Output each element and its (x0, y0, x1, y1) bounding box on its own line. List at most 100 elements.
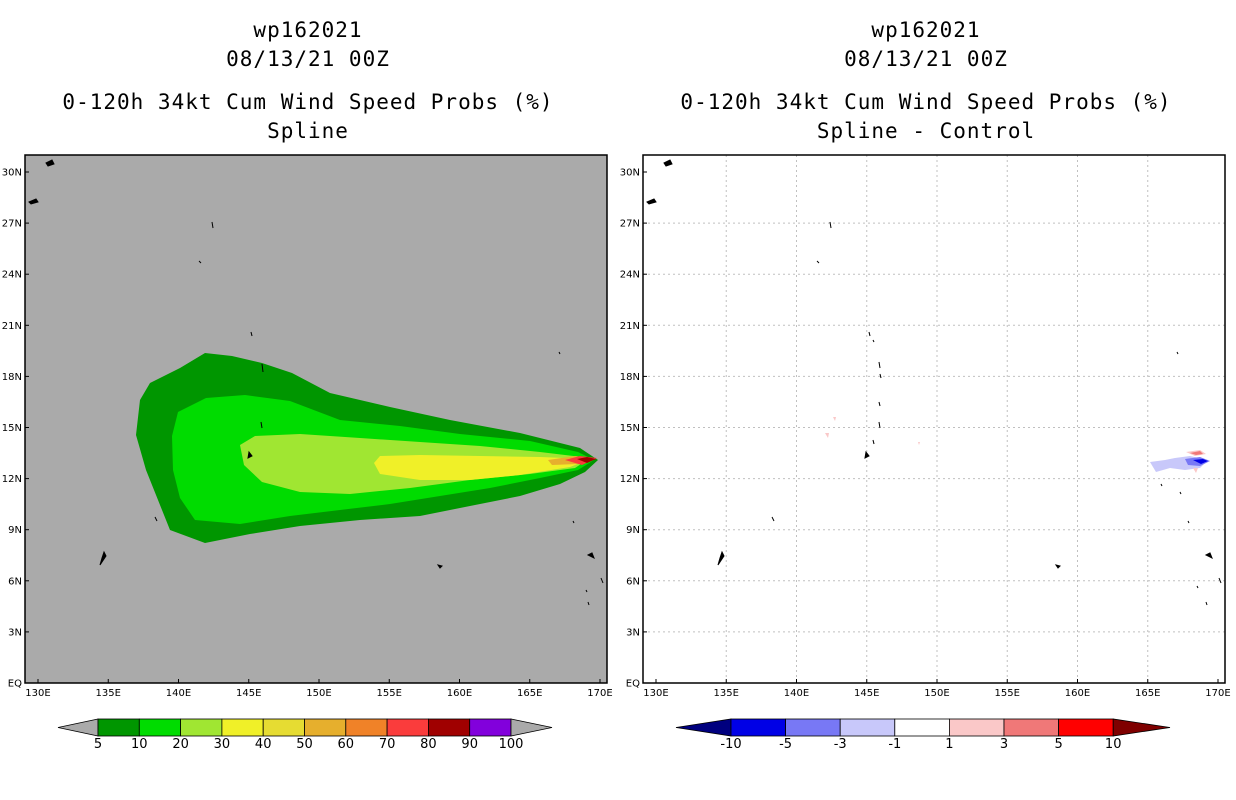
colorbar-swatch (138, 718, 182, 737)
lon-label: 145E (854, 688, 879, 699)
lat-label: EQ (8, 679, 22, 690)
lon-label: 130E (25, 688, 50, 699)
lon-label: 165E (1135, 688, 1160, 699)
lat-label: 30N (2, 168, 22, 179)
lon-label: 145E (236, 688, 261, 699)
colorbar-swatch (97, 718, 140, 737)
lat-label: 18N (620, 372, 640, 383)
lat-label: 21N (620, 321, 640, 332)
colorbar-label: 30 (214, 737, 231, 752)
lat-label: 27N (2, 219, 22, 230)
colorbar-label: 10 (1105, 737, 1122, 752)
colorbar-swatch (469, 718, 512, 737)
colorbar-swatch (730, 718, 786, 737)
right-datetime: 08/13/21 00Z (844, 47, 1008, 71)
colorbar-swatch (262, 718, 305, 737)
lat-label: 18N (2, 372, 22, 383)
diff-patch-blue-dark (1193, 459, 1208, 464)
lat-label: 15N (620, 423, 640, 434)
right-map-background (643, 155, 1225, 683)
lat-label: 21N (2, 321, 22, 332)
lon-label: 135E (96, 688, 121, 699)
diff-patch-pink-3 (918, 442, 920, 445)
right-panel-title: wp162021 08/13/21 00Z 0-120h 34kt Cum Wi… (646, 16, 1206, 146)
diff-patch-pink-1 (825, 433, 829, 438)
colorbar-label: 70 (379, 737, 396, 752)
colorbar-swatch (894, 718, 950, 737)
colorbar-label: -10 (720, 737, 741, 752)
colorbar-label: 90 (461, 737, 478, 752)
colorbar-swatch (304, 718, 347, 737)
colorbar-label: 50 (296, 737, 313, 752)
right-product-name: 0-120h 34kt Cum Wind Speed Probs (%) (680, 90, 1172, 114)
lat-label: 15N (2, 423, 22, 434)
lat-label: 24N (2, 270, 22, 281)
left-map-frame (24, 154, 608, 684)
colorbar-swatch (949, 718, 1005, 737)
left-product-name: 0-120h 34kt Cum Wind Speed Probs (%) (62, 90, 554, 114)
colorbar-right-arrow (510, 718, 553, 737)
lat-label: 30N (620, 168, 640, 179)
colorbar-label: 80 (420, 737, 437, 752)
lon-label: 165E (517, 688, 542, 699)
lon-label: 140E (166, 688, 191, 699)
left-colorbar: 5 10 20 30 40 50 60 70 80 90 100 (57, 718, 553, 752)
lat-label: 6N (626, 576, 640, 587)
diff-patch-red-mid (1190, 451, 1203, 455)
left-storm-id: wp162021 (253, 18, 363, 42)
lon-label: 150E (924, 688, 949, 699)
colorbar-swatch (1058, 718, 1114, 737)
lat-label: 24N (620, 270, 640, 281)
colorbar-right-arrow (1112, 718, 1171, 737)
right-method: Spline - Control (816, 119, 1036, 143)
lat-label: EQ (626, 679, 640, 690)
colorbar-swatch (839, 718, 896, 737)
lat-label: 3N (626, 627, 640, 638)
lat-label: 3N (8, 627, 22, 638)
colorbar-swatch (1003, 718, 1059, 737)
left-panel-title: wp162021 08/13/21 00Z 0-120h 34kt Cum Wi… (28, 16, 588, 146)
colorbar-label: 40 (255, 737, 272, 752)
left-islands (28, 159, 604, 606)
colorbar-left-arrow (57, 718, 99, 737)
colorbar-swatch (221, 718, 264, 737)
lon-label: 170E (1205, 688, 1230, 699)
lon-label: 150E (306, 688, 331, 699)
lon-label: 170E (587, 688, 612, 699)
right-colorbar: -10 -5 -3 -1 1 3 5 10 (675, 718, 1171, 752)
lat-label: 12N (620, 474, 640, 485)
diff-patch-red-small (1193, 468, 1198, 473)
colorbar-left-arrow (675, 718, 732, 737)
left-datetime: 08/13/21 00Z (226, 47, 390, 71)
diff-patch-pink-2 (833, 417, 836, 421)
colorbar-label: 20 (172, 737, 189, 752)
lat-label: 27N (620, 219, 640, 230)
lat-label: 9N (8, 525, 22, 536)
left-method: Spline (267, 119, 349, 143)
lat-label: 12N (2, 474, 22, 485)
right-storm-id: wp162021 (871, 18, 981, 42)
colorbar-swatch (386, 718, 429, 737)
colorbar-label: -5 (779, 737, 792, 752)
colorbar-swatch (180, 718, 223, 737)
lon-label: 160E (1065, 688, 1090, 699)
lon-label: 135E (714, 688, 739, 699)
colorbar-label: -1 (888, 737, 901, 752)
colorbar-label: 1 (945, 737, 953, 752)
colorbar-label: 10 (131, 737, 148, 752)
right-gridlines (643, 155, 1225, 683)
colorbar-label: 3 (1000, 737, 1008, 752)
lon-label: 140E (784, 688, 809, 699)
colorbar-label: 5 (94, 737, 102, 752)
colorbar-swatch (785, 718, 841, 737)
right-islands (646, 159, 1222, 606)
colorbar-swatch (345, 718, 388, 737)
prob-swath-90 (577, 457, 596, 463)
lon-label: 155E (995, 688, 1020, 699)
prob-swath-30 (374, 455, 590, 480)
colorbar-label: 100 (499, 737, 524, 752)
